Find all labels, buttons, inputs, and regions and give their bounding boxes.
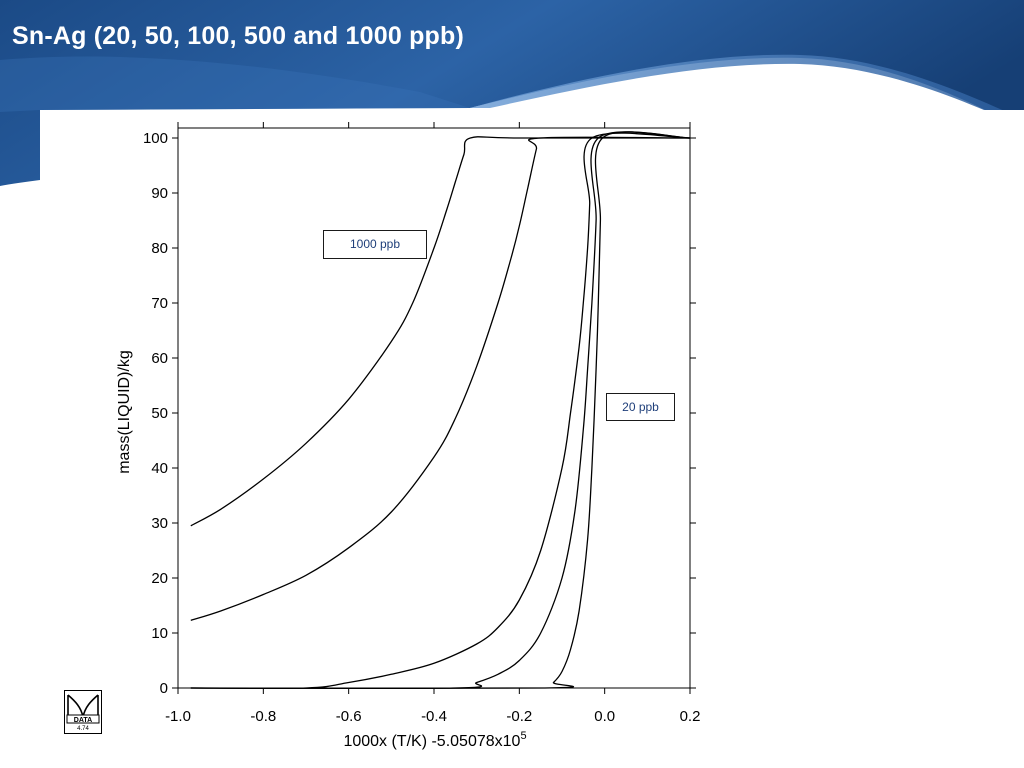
y-tick-label: 40 bbox=[151, 460, 168, 477]
x-tick-label: -1.0 bbox=[165, 708, 191, 725]
y-tick-label: 20 bbox=[151, 570, 168, 587]
axis-ticks bbox=[172, 122, 696, 694]
slide-header-banner bbox=[0, 0, 1024, 186]
series-line-3 bbox=[190, 132, 691, 690]
y-tick-label: 0 bbox=[160, 680, 168, 697]
y-tick-label: 30 bbox=[151, 515, 168, 532]
annotation-20-ppb: 20 ppb bbox=[606, 393, 675, 421]
x-tick-label: -0.6 bbox=[336, 708, 362, 725]
software-logo: DATA 4.74 bbox=[64, 690, 102, 734]
y-tick-label: 90 bbox=[151, 185, 168, 202]
y-tick-label: 10 bbox=[151, 625, 168, 642]
x-tick-label: 0.0 bbox=[594, 708, 615, 725]
x-tick-label: -0.2 bbox=[506, 708, 532, 725]
x-tick-label: -0.8 bbox=[250, 708, 276, 725]
x-axis-label-superscript: 5 bbox=[520, 730, 526, 742]
y-axis-label: mass(LIQUID)/kg bbox=[116, 350, 133, 474]
series-line-5 bbox=[190, 131, 691, 690]
x-axis-label: 1000x (T/K) -5.05078x105 bbox=[343, 730, 526, 750]
x-tick-label: 0.2 bbox=[680, 708, 701, 725]
x-tick-labels: -1.0 -0.8 -0.6 -0.4 -0.2 0.0 0.2 bbox=[165, 708, 700, 725]
y-tick-labels: 0 10 20 30 40 50 60 70 80 90 100 bbox=[143, 130, 168, 697]
y-tick-label: 100 bbox=[143, 130, 168, 147]
svg-text:DATA: DATA bbox=[74, 717, 92, 724]
logo-version: 4.74 bbox=[77, 726, 89, 732]
content-panel bbox=[40, 110, 1024, 768]
slide-title: Sn-Ag (20, 50, 100, 500 and 1000 ppb) bbox=[12, 22, 465, 50]
y-tick-label: 70 bbox=[151, 295, 168, 312]
series-line-2 bbox=[190, 136, 691, 622]
annotation-1000-ppb: 1000 ppb bbox=[323, 230, 427, 259]
y-tick-label: 60 bbox=[151, 350, 168, 367]
y-tick-label: 80 bbox=[151, 240, 168, 257]
y-tick-label: 50 bbox=[151, 405, 168, 422]
x-tick-label: -0.4 bbox=[421, 708, 447, 725]
series-line-4 bbox=[190, 131, 691, 690]
series-lines bbox=[190, 131, 691, 690]
series-line-1 bbox=[190, 136, 690, 527]
